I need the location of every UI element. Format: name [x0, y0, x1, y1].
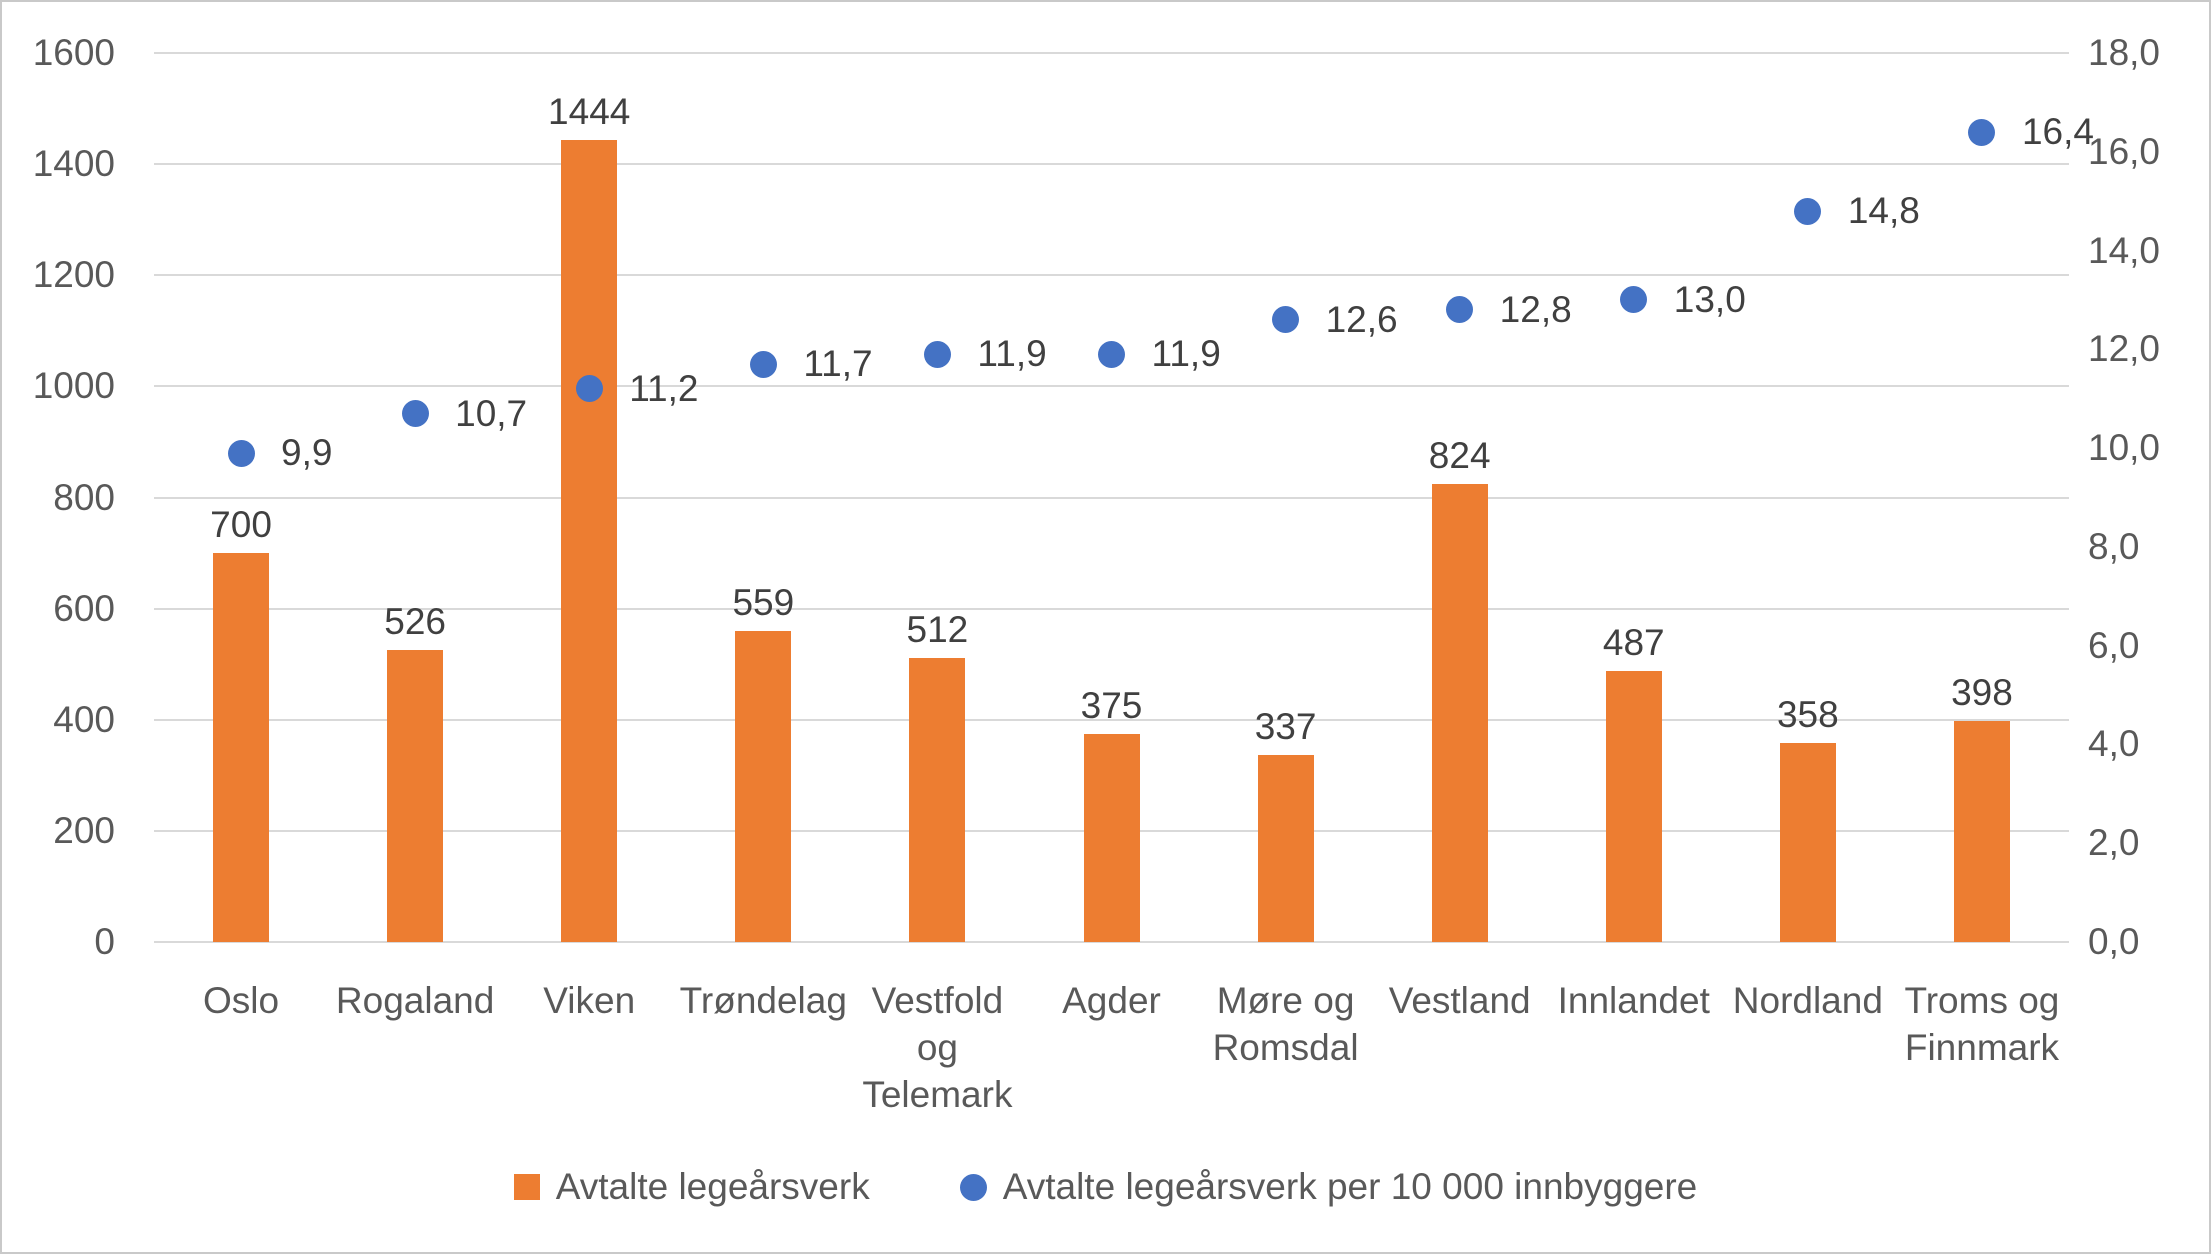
right-axis-tick: 12,0 — [2088, 328, 2161, 370]
left-axis-tick: 0 — [94, 921, 115, 962]
category-label: Oslo — [203, 980, 280, 1021]
category-label: Møre og Romsdal — [1212, 980, 1359, 1068]
scatter-series-swatch-icon — [959, 1173, 987, 1201]
right-axis-tick: 16,0 — [2088, 130, 2161, 172]
scatter-dot — [1968, 118, 1996, 146]
gridline — [154, 274, 2069, 277]
scatter-dot — [227, 439, 255, 467]
bar-value-label: 375 — [1080, 684, 1143, 726]
category-label: Nordland — [1732, 980, 1883, 1021]
scatter-dot — [1620, 286, 1648, 314]
category-label: Rogaland — [335, 980, 495, 1021]
gridline — [154, 52, 2069, 54]
category-label: Vestland — [1388, 980, 1531, 1021]
bar — [387, 649, 444, 942]
dot-value-label: 13,0 — [1673, 278, 1746, 320]
right-axis-tick: 10,0 — [2088, 427, 2161, 469]
gridline — [154, 163, 2069, 166]
bar — [213, 553, 270, 942]
gridline — [154, 385, 2069, 388]
dot-value-label: 16,4 — [2021, 111, 2094, 153]
gridline — [154, 607, 2069, 610]
dot-value-label: 11,7 — [803, 343, 873, 385]
scatter-dot — [749, 350, 777, 378]
bar-value-label: 700 — [210, 504, 272, 546]
bar — [1257, 754, 1314, 942]
category-label: Agder — [1062, 980, 1161, 1021]
bar-value-label: 337 — [1254, 705, 1317, 747]
bar-value-label: 1444 — [548, 90, 631, 132]
bar — [1431, 484, 1488, 942]
left-axis-tick: 800 — [53, 476, 115, 518]
right-axis-tick: 2,0 — [2088, 822, 2140, 864]
scatter-dot — [401, 400, 429, 428]
bar — [1083, 733, 1140, 942]
dot-value-label: 11,9 — [1151, 333, 1221, 375]
legend-item-scatter-series: Avtalte legeårsverk per 10 000 innbygger… — [959, 1165, 1698, 1209]
bar — [1779, 743, 1836, 942]
legend-item-bar-series: Avtalte legeårsverk — [513, 1165, 870, 1209]
gridline — [154, 718, 2069, 721]
bar-value-label: 398 — [1951, 671, 2013, 713]
bar — [909, 657, 966, 942]
category-label: Trøndelag — [679, 980, 847, 1021]
gridline — [154, 496, 2069, 499]
category-label: Innlandet — [1557, 980, 1710, 1021]
left-axis-tick: 1400 — [32, 143, 115, 185]
left-axis-tick: 1600 — [32, 32, 115, 73]
dot-value-label: 11,2 — [629, 367, 699, 409]
bar-value-label: 358 — [1776, 694, 1839, 736]
category-label: Troms og Finnmark — [1904, 980, 2060, 1068]
scatter-dot — [1794, 197, 1822, 225]
bar — [561, 139, 618, 942]
dot-value-label: 12,6 — [1325, 298, 1398, 340]
legend-label: Avtalte legeårsverk — [555, 1166, 870, 1207]
left-axis-tick: 200 — [53, 809, 115, 851]
bar-value-label: 512 — [906, 608, 969, 650]
dot-value-label: 14,8 — [1847, 190, 1920, 232]
dot-value-label: 11,9 — [977, 333, 1047, 375]
right-axis-tick: 4,0 — [2088, 723, 2140, 765]
scatter-dot — [1446, 296, 1474, 324]
dot-value-label: 10,7 — [455, 392, 528, 434]
legend: Avtalte legeårsverk Avtalte legeårsverk … — [2, 1165, 2209, 1209]
right-axis-tick: 6,0 — [2088, 624, 2140, 666]
left-axis-tick: 600 — [53, 587, 115, 629]
bar-value-label: 487 — [1602, 622, 1665, 664]
dot-value-label: 9,9 — [281, 432, 333, 474]
bar-series-swatch-icon — [513, 1174, 540, 1200]
scatter-dot — [575, 375, 603, 403]
category-label: Vestfold og Telemark — [862, 980, 1013, 1115]
gridline — [154, 941, 2069, 943]
bar — [1953, 720, 2010, 942]
bar — [1605, 671, 1662, 942]
bar-value-label: 526 — [384, 600, 446, 642]
dot-value-label: 12,8 — [1499, 288, 1572, 330]
scatter-dot — [1098, 340, 1125, 368]
legend-label: Avtalte legeårsverk per 10 000 innbygger… — [1002, 1166, 1698, 1207]
bar — [735, 631, 792, 942]
left-axis-tick: 1000 — [32, 365, 115, 407]
category-label: Viken — [543, 980, 636, 1021]
bar-value-label: 824 — [1428, 435, 1491, 477]
bar-value-label: 559 — [732, 582, 795, 624]
scatter-dot — [1272, 306, 1300, 334]
left-axis-tick: 1200 — [32, 254, 115, 296]
right-axis-tick: 14,0 — [2088, 229, 2161, 271]
right-axis-tick: 18,0 — [2088, 32, 2161, 73]
right-axis-tick: 0,0 — [2088, 921, 2140, 962]
right-axis-tick: 8,0 — [2088, 525, 2140, 567]
scatter-dot — [923, 340, 951, 368]
left-axis-tick: 400 — [53, 698, 115, 740]
